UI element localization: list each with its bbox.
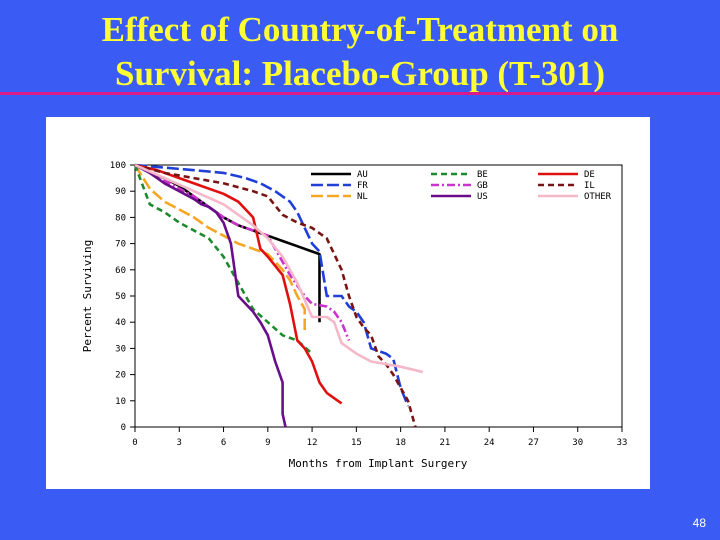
- y-tick-label: 60: [115, 266, 126, 276]
- x-tick-label: 18: [395, 438, 406, 448]
- survival-chart: 0 3 6 9 12 15 18 21 24 27 30 33 0 10 20 30 40 50 60 70 80 90 1…: [81, 161, 628, 470]
- y-tick-label: 20: [115, 371, 126, 381]
- x-tick-label: 15: [351, 438, 362, 448]
- slide-title-line2: Survival: Placebo-Group (T-301): [114, 54, 606, 93]
- y-tick-label: 30: [115, 344, 126, 354]
- series-line-il: [134, 163, 417, 428]
- y-tick-label: 0: [121, 423, 126, 433]
- slide-number: 48: [692, 516, 706, 530]
- title-rule: [0, 92, 720, 95]
- y-axis-label: Percent Surviving: [81, 240, 94, 353]
- legend-label-au: AU: [357, 170, 368, 180]
- x-axis-label: Months from Implant Surgery: [289, 457, 468, 470]
- legend-label-other: OTHER: [584, 192, 612, 202]
- series-line-nl: [133, 164, 307, 331]
- legend-label-fr: FR: [357, 181, 368, 191]
- series-line-be: [133, 164, 313, 355]
- y-tick-label: 90: [115, 187, 126, 197]
- x-tick-label: 3: [177, 438, 182, 448]
- x-tick-label: 9: [265, 438, 270, 448]
- y-tick-label: 10: [115, 397, 126, 407]
- series-line-de: [134, 163, 343, 405]
- x-tick-label: 30: [572, 438, 583, 448]
- y-tick-label: 80: [115, 213, 126, 223]
- x-tick-label: 33: [617, 438, 628, 448]
- legend-label-be: BE: [477, 170, 488, 180]
- plot-frame: [134, 164, 623, 428]
- x-tick-label: 12: [307, 438, 318, 448]
- y-tick-label: 70: [115, 240, 126, 250]
- legend-label-nl: NL: [357, 192, 368, 202]
- x-tick-label: 21: [439, 438, 450, 448]
- series-line-us: [134, 163, 287, 428]
- series-line-au: [134, 163, 321, 323]
- x-tick-label: 27: [528, 438, 539, 448]
- x-tick-label: 0: [132, 438, 137, 448]
- x-tick-label: 6: [221, 438, 226, 448]
- y-tick-label: 100: [110, 161, 126, 171]
- legend-label-us: US: [477, 192, 488, 202]
- legend-label-gb: GB: [477, 181, 488, 191]
- slide-title-line1: Effect of Country-of-Treatment on: [101, 10, 619, 49]
- chart-panel: 0 3 6 9 12 15 18 21 24 27 30 33 0 10 20 30 40 50 60 70 80 90 1…: [46, 117, 650, 489]
- series-line-gb: [134, 163, 351, 341]
- slide-title: Effect of Country-of-Treatment on Surviv…: [0, 8, 720, 96]
- y-tick-label: 40: [115, 318, 126, 328]
- y-tick-label: 50: [115, 292, 126, 302]
- legend-label-de: DE: [584, 170, 595, 180]
- legend-label-il: IL: [584, 181, 595, 191]
- x-tick-label: 24: [484, 438, 495, 448]
- series-line-other: [134, 163, 424, 374]
